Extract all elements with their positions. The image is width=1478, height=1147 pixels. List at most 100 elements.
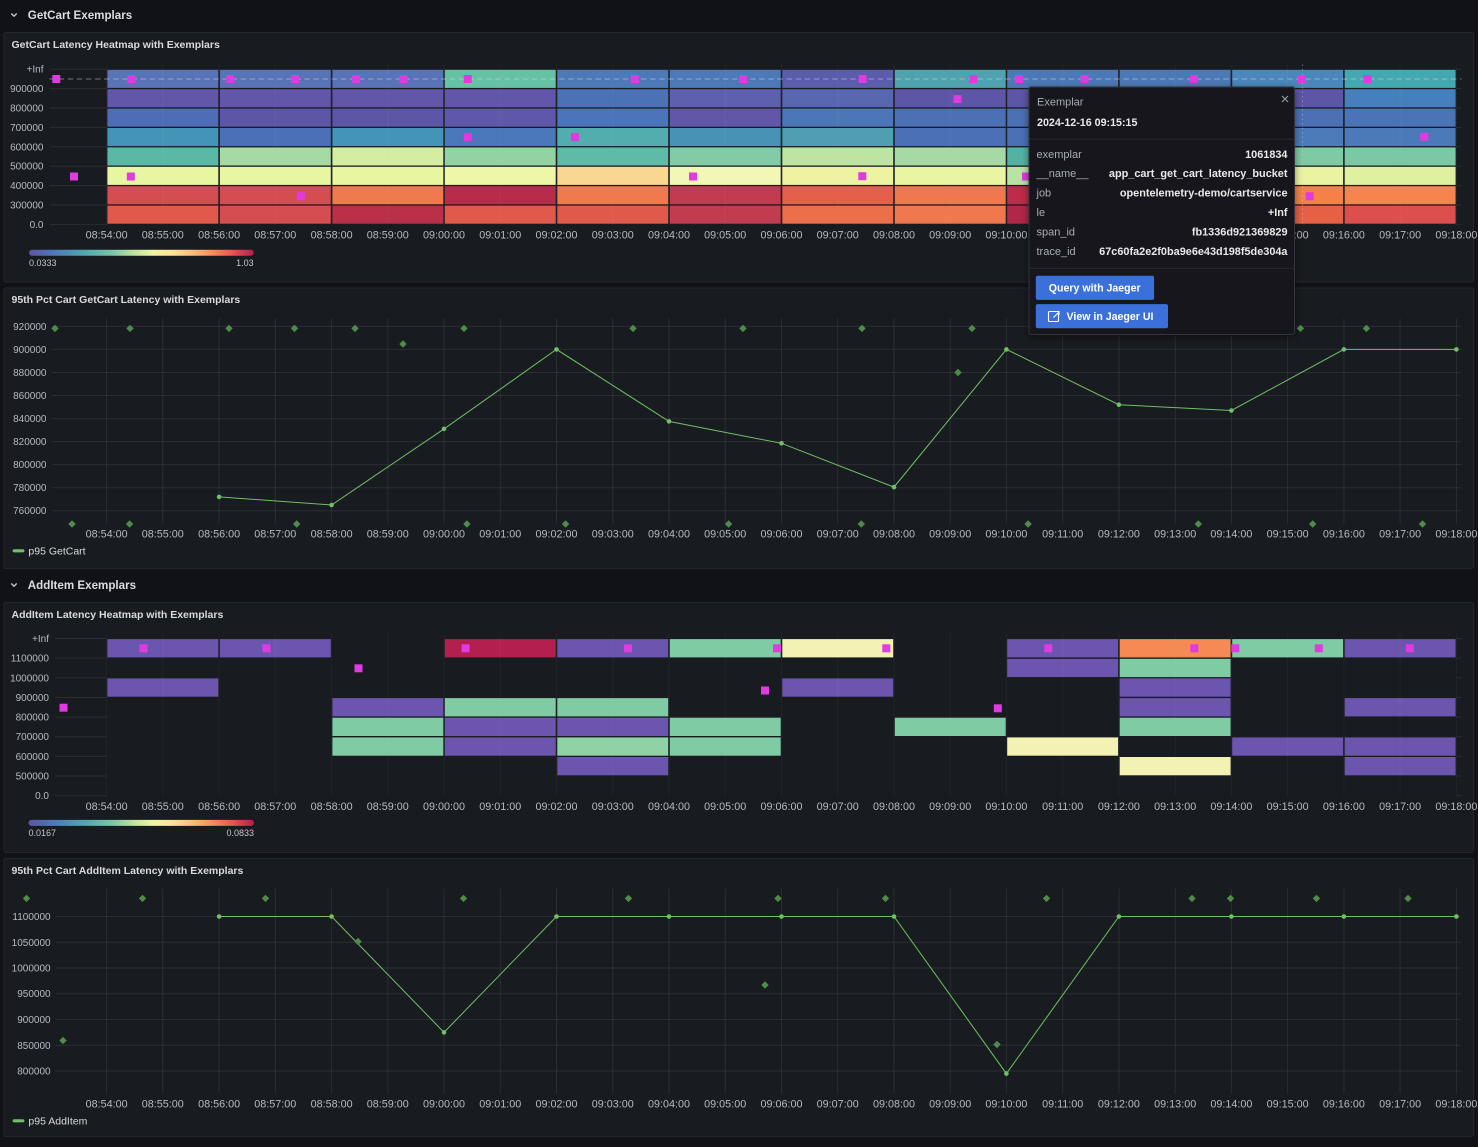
svg-text:09:10:00: 09:10:00 — [985, 801, 1027, 813]
svg-text:900000: 900000 — [17, 1015, 51, 1026]
svg-text:09:11:00: 09:11:00 — [1042, 1098, 1083, 1110]
svg-text:950000: 950000 — [17, 989, 51, 1000]
svg-text:Exemplar: Exemplar — [1037, 97, 1084, 109]
svg-text:GetCart Latency Heatmap with E: GetCart Latency Heatmap with Exemplars — [12, 39, 220, 51]
svg-text:09:04:00: 09:04:00 — [648, 528, 690, 540]
svg-text:09:00:00: 09:00:00 — [423, 1098, 465, 1110]
svg-text:08:59:00: 08:59:00 — [367, 230, 409, 242]
svg-text:09:06:00: 09:06:00 — [760, 230, 802, 242]
svg-text:09:03:00: 09:03:00 — [592, 528, 634, 540]
svg-text:300000: 300000 — [10, 201, 44, 212]
svg-text:900000: 900000 — [13, 345, 47, 356]
svg-text:09:17:00: 09:17:00 — [1379, 801, 1421, 813]
svg-text:95th Pct Cart GetCart Latency: 95th Pct Cart GetCart Latency with Exemp… — [12, 294, 241, 306]
svg-text:09:08:00: 09:08:00 — [873, 1098, 915, 1110]
svg-text:820000: 820000 — [13, 437, 47, 448]
svg-text:09:01:00: 09:01:00 — [479, 528, 521, 540]
svg-text:08:56:00: 08:56:00 — [198, 528, 240, 540]
svg-text:09:00:00: 09:00:00 — [423, 230, 465, 242]
svg-text:GetCart Exemplars: GetCart Exemplars — [28, 9, 132, 22]
svg-text:2024-12-16 09:15:15: 2024-12-16 09:15:15 — [1037, 117, 1137, 129]
svg-text:09:16:00: 09:16:00 — [1323, 801, 1365, 813]
svg-text:860000: 860000 — [13, 391, 47, 402]
svg-text:08:56:00: 08:56:00 — [198, 1098, 240, 1110]
svg-text:09:08:00: 09:08:00 — [873, 528, 915, 540]
svg-text:__name__: __name__ — [1036, 168, 1090, 180]
svg-text:08:55:00: 08:55:00 — [142, 801, 184, 813]
svg-text:09:00:00: 09:00:00 — [423, 801, 465, 813]
svg-text:08:58:00: 08:58:00 — [311, 1098, 353, 1110]
svg-text:09:16:00: 09:16:00 — [1323, 230, 1365, 242]
svg-text:09:16:00: 09:16:00 — [1323, 1098, 1365, 1110]
svg-text:09:08:00: 09:08:00 — [873, 230, 915, 242]
svg-text:400000: 400000 — [10, 181, 44, 192]
svg-text:09:12:00: 09:12:00 — [1098, 528, 1140, 540]
svg-text:0.0333: 0.0333 — [29, 258, 57, 268]
svg-text:08:57:00: 08:57:00 — [254, 230, 296, 242]
svg-text:08:54:00: 08:54:00 — [86, 528, 128, 540]
svg-text:08:59:00: 08:59:00 — [367, 1098, 409, 1110]
svg-text:AddItem Exemplars: AddItem Exemplars — [28, 579, 136, 592]
svg-text:09:13:00: 09:13:00 — [1154, 1098, 1196, 1110]
svg-text:fb1336d921369829: fb1336d921369829 — [1192, 227, 1288, 239]
svg-text:09:18:00: 09:18:00 — [1435, 1098, 1477, 1110]
svg-text:trace_id: trace_id — [1037, 246, 1076, 258]
svg-text:09:05:00: 09:05:00 — [704, 801, 746, 813]
svg-text:09:16:00: 09:16:00 — [1323, 528, 1365, 540]
svg-text:08:54:00: 08:54:00 — [86, 801, 128, 813]
svg-text:760000: 760000 — [13, 506, 47, 517]
svg-text:0.0167: 0.0167 — [29, 828, 57, 838]
svg-text:09:08:00: 09:08:00 — [873, 801, 915, 813]
svg-text:08:57:00: 08:57:00 — [254, 528, 296, 540]
svg-text:1100000: 1100000 — [12, 912, 51, 923]
svg-text:09:06:00: 09:06:00 — [760, 1098, 802, 1110]
svg-text:0.0: 0.0 — [30, 220, 44, 231]
svg-text:09:15:00: 09:15:00 — [1267, 528, 1309, 540]
svg-text:500000: 500000 — [16, 772, 50, 783]
svg-text:09:12:00: 09:12:00 — [1098, 801, 1140, 813]
svg-text:app_cart_get_cart_latency_buck: app_cart_get_cart_latency_bucket — [1109, 168, 1288, 180]
svg-text:09:06:00: 09:06:00 — [760, 801, 802, 813]
svg-text:920000: 920000 — [13, 322, 47, 333]
svg-text:+Inf: +Inf — [1268, 207, 1288, 219]
svg-text:09:12:00: 09:12:00 — [1098, 1098, 1140, 1110]
svg-text:95th Pct Cart AddItem Latency: 95th Pct Cart AddItem Latency with Exemp… — [12, 865, 244, 877]
svg-text:08:55:00: 08:55:00 — [142, 528, 184, 540]
svg-text:08:57:00: 08:57:00 — [254, 1098, 296, 1110]
svg-text:09:17:00: 09:17:00 — [1379, 528, 1421, 540]
svg-text:09:10:00: 09:10:00 — [985, 1098, 1027, 1110]
svg-text:09:04:00: 09:04:00 — [648, 801, 690, 813]
svg-text:780000: 780000 — [13, 483, 47, 494]
svg-text:09:04:00: 09:04:00 — [648, 1098, 690, 1110]
svg-text:09:09:00: 09:09:00 — [929, 528, 971, 540]
svg-text:1.03: 1.03 — [236, 258, 254, 268]
svg-text:0.0: 0.0 — [35, 791, 49, 802]
svg-text:09:03:00: 09:03:00 — [592, 1098, 634, 1110]
svg-text:09:18:00: 09:18:00 — [1435, 801, 1477, 813]
svg-text:09:07:00: 09:07:00 — [817, 1098, 859, 1110]
svg-text:08:59:00: 08:59:00 — [367, 528, 409, 540]
svg-text:08:58:00: 08:58:00 — [311, 230, 353, 242]
svg-text:08:55:00: 08:55:00 — [142, 230, 184, 242]
svg-text:09:15:00: 09:15:00 — [1267, 801, 1309, 813]
svg-text:1050000: 1050000 — [12, 938, 51, 949]
svg-text:AddItem Latency Heatmap with E: AddItem Latency Heatmap with Exemplars — [12, 609, 224, 621]
svg-text:09:03:00: 09:03:00 — [592, 230, 634, 242]
svg-text:09:09:00: 09:09:00 — [929, 1098, 971, 1110]
svg-text:09:02:00: 09:02:00 — [535, 230, 577, 242]
svg-text:exemplar: exemplar — [1037, 149, 1083, 161]
svg-text:09:02:00: 09:02:00 — [535, 1098, 577, 1110]
svg-text:1000000: 1000000 — [12, 964, 51, 975]
svg-text:800000: 800000 — [13, 460, 47, 471]
svg-text:09:18:00: 09:18:00 — [1435, 528, 1477, 540]
svg-text:08:58:00: 08:58:00 — [311, 528, 353, 540]
svg-text:+Inf: +Inf — [27, 65, 44, 76]
svg-text:600000: 600000 — [10, 142, 44, 153]
svg-text:08:57:00: 08:57:00 — [254, 801, 296, 813]
svg-text:700000: 700000 — [10, 123, 44, 134]
svg-text:67c60fa2e2f0ba9e6e43d198f5de30: 67c60fa2e2f0ba9e6e43d198f5de304a — [1099, 246, 1288, 258]
svg-text:09:05:00: 09:05:00 — [704, 230, 746, 242]
svg-text:900000: 900000 — [16, 693, 50, 704]
svg-text:09:02:00: 09:02:00 — [535, 801, 577, 813]
svg-text:09:09:00: 09:09:00 — [929, 230, 971, 242]
